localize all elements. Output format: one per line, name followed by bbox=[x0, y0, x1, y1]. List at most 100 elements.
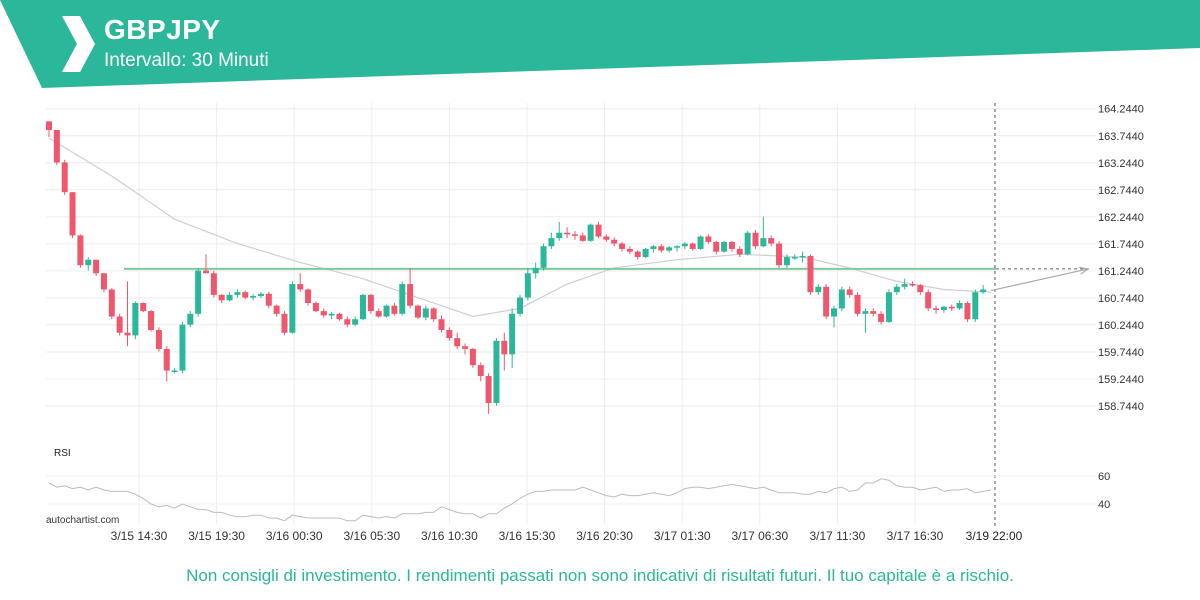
candle-body bbox=[917, 285, 924, 293]
candle-body bbox=[940, 306, 947, 311]
candle-body bbox=[203, 270, 209, 274]
candle-body bbox=[705, 236, 712, 242]
candle-body bbox=[650, 246, 657, 249]
x-tick-label: 3/19 22:00 bbox=[966, 529, 1023, 543]
candle-body bbox=[305, 289, 312, 303]
header-banner bbox=[0, 0, 1200, 88]
candle-body bbox=[462, 346, 469, 349]
candle-body bbox=[532, 267, 539, 274]
candle-body bbox=[878, 313, 885, 322]
candle-body bbox=[564, 232, 571, 235]
candle-body bbox=[116, 316, 123, 333]
candle-body bbox=[509, 313, 516, 355]
candle-body bbox=[485, 375, 492, 403]
y-tick-label: 159.7440 bbox=[1098, 347, 1144, 359]
y-tick-label: 161.7440 bbox=[1098, 239, 1144, 251]
candle-body bbox=[634, 251, 641, 258]
candle-body bbox=[383, 305, 390, 317]
candle-body bbox=[980, 289, 987, 293]
candle-body bbox=[870, 311, 877, 314]
candle-body bbox=[195, 270, 202, 314]
candle-body bbox=[697, 236, 704, 249]
candle-body bbox=[885, 292, 892, 322]
y-tick-label: 160.7440 bbox=[1098, 293, 1144, 305]
candle-body bbox=[155, 330, 162, 349]
candle-body bbox=[831, 308, 837, 317]
candle-body bbox=[69, 192, 76, 236]
candle-body bbox=[744, 232, 751, 255]
candle-body bbox=[666, 247, 673, 251]
candle-body bbox=[603, 236, 610, 240]
y-tick-label: 163.2440 bbox=[1098, 158, 1144, 170]
candle-body bbox=[328, 313, 335, 316]
candle-body bbox=[124, 332, 131, 336]
candle-body bbox=[501, 340, 508, 355]
candle-body bbox=[862, 311, 869, 314]
candle-body bbox=[611, 239, 618, 244]
candle-body bbox=[619, 243, 626, 249]
disclaimer-text: Non consigli di investimento. I rendimen… bbox=[186, 566, 1014, 585]
candle-body bbox=[760, 238, 767, 247]
candle-body bbox=[250, 295, 257, 298]
candle-body bbox=[407, 284, 414, 306]
x-tick-label: 3/16 05:30 bbox=[343, 529, 400, 543]
candle-body bbox=[242, 292, 249, 298]
candle-body bbox=[783, 257, 790, 266]
rsi-label: RSI bbox=[54, 448, 71, 459]
candle-body bbox=[925, 292, 932, 309]
candle-body bbox=[768, 238, 775, 244]
y-tick-label: 158.7440 bbox=[1098, 401, 1144, 413]
candle-body bbox=[807, 255, 814, 293]
candle-body bbox=[391, 305, 398, 314]
interval-subtitle: Intervallo: 30 Minuti bbox=[104, 50, 269, 71]
candle-body bbox=[579, 235, 586, 241]
candle-body bbox=[148, 311, 155, 331]
candle-body bbox=[854, 294, 861, 314]
candle-body bbox=[815, 286, 822, 293]
candle-body bbox=[524, 273, 531, 298]
candle-body bbox=[728, 241, 735, 249]
x-tick-label: 3/16 10:30 bbox=[421, 529, 478, 543]
y-tick-label: 159.2440 bbox=[1098, 374, 1144, 386]
candle-body bbox=[281, 313, 288, 333]
candle-body bbox=[658, 246, 665, 251]
candle-body bbox=[776, 243, 783, 266]
y-tick-label: 163.7440 bbox=[1098, 131, 1144, 143]
y-tick-label: 162.7440 bbox=[1098, 185, 1144, 197]
candle-body bbox=[132, 302, 139, 336]
candle-body bbox=[517, 297, 523, 314]
candle-body bbox=[210, 273, 217, 295]
candle-body bbox=[469, 348, 476, 366]
x-tick-label: 3/15 14:30 bbox=[111, 529, 168, 543]
candle-body bbox=[901, 284, 908, 287]
candle-body bbox=[556, 232, 563, 239]
candle-body bbox=[548, 238, 555, 247]
x-tick-label: 3/17 11:30 bbox=[809, 529, 865, 543]
candle-body bbox=[414, 305, 421, 318]
x-tick-label: 3/16 20:30 bbox=[576, 529, 633, 543]
candle-body bbox=[752, 232, 759, 247]
candle-body bbox=[85, 259, 92, 266]
candle-body bbox=[93, 259, 100, 274]
candle-body bbox=[493, 340, 500, 403]
candle-body bbox=[273, 305, 280, 314]
candle-body bbox=[187, 313, 194, 325]
candle-body bbox=[791, 257, 798, 259]
candle-body bbox=[721, 241, 728, 252]
y-tick-label: 160.2440 bbox=[1098, 320, 1144, 332]
x-tick-label: 3/16 00:30 bbox=[266, 529, 323, 543]
rsi-tick-label: 40 bbox=[1098, 499, 1110, 511]
candle-body bbox=[799, 255, 806, 258]
autochartist-logo-icon bbox=[62, 16, 95, 72]
candle-body bbox=[909, 284, 916, 286]
candle-body bbox=[838, 289, 845, 309]
candle-body bbox=[430, 308, 437, 320]
candle-body bbox=[179, 324, 186, 371]
x-tick-label: 3/15 19:30 bbox=[188, 529, 245, 543]
candle-body bbox=[352, 319, 359, 325]
candle-body bbox=[257, 293, 264, 296]
forecast-arrow-head bbox=[1079, 266, 1090, 275]
rsi-line bbox=[48, 478, 992, 522]
candle-body bbox=[163, 348, 170, 371]
